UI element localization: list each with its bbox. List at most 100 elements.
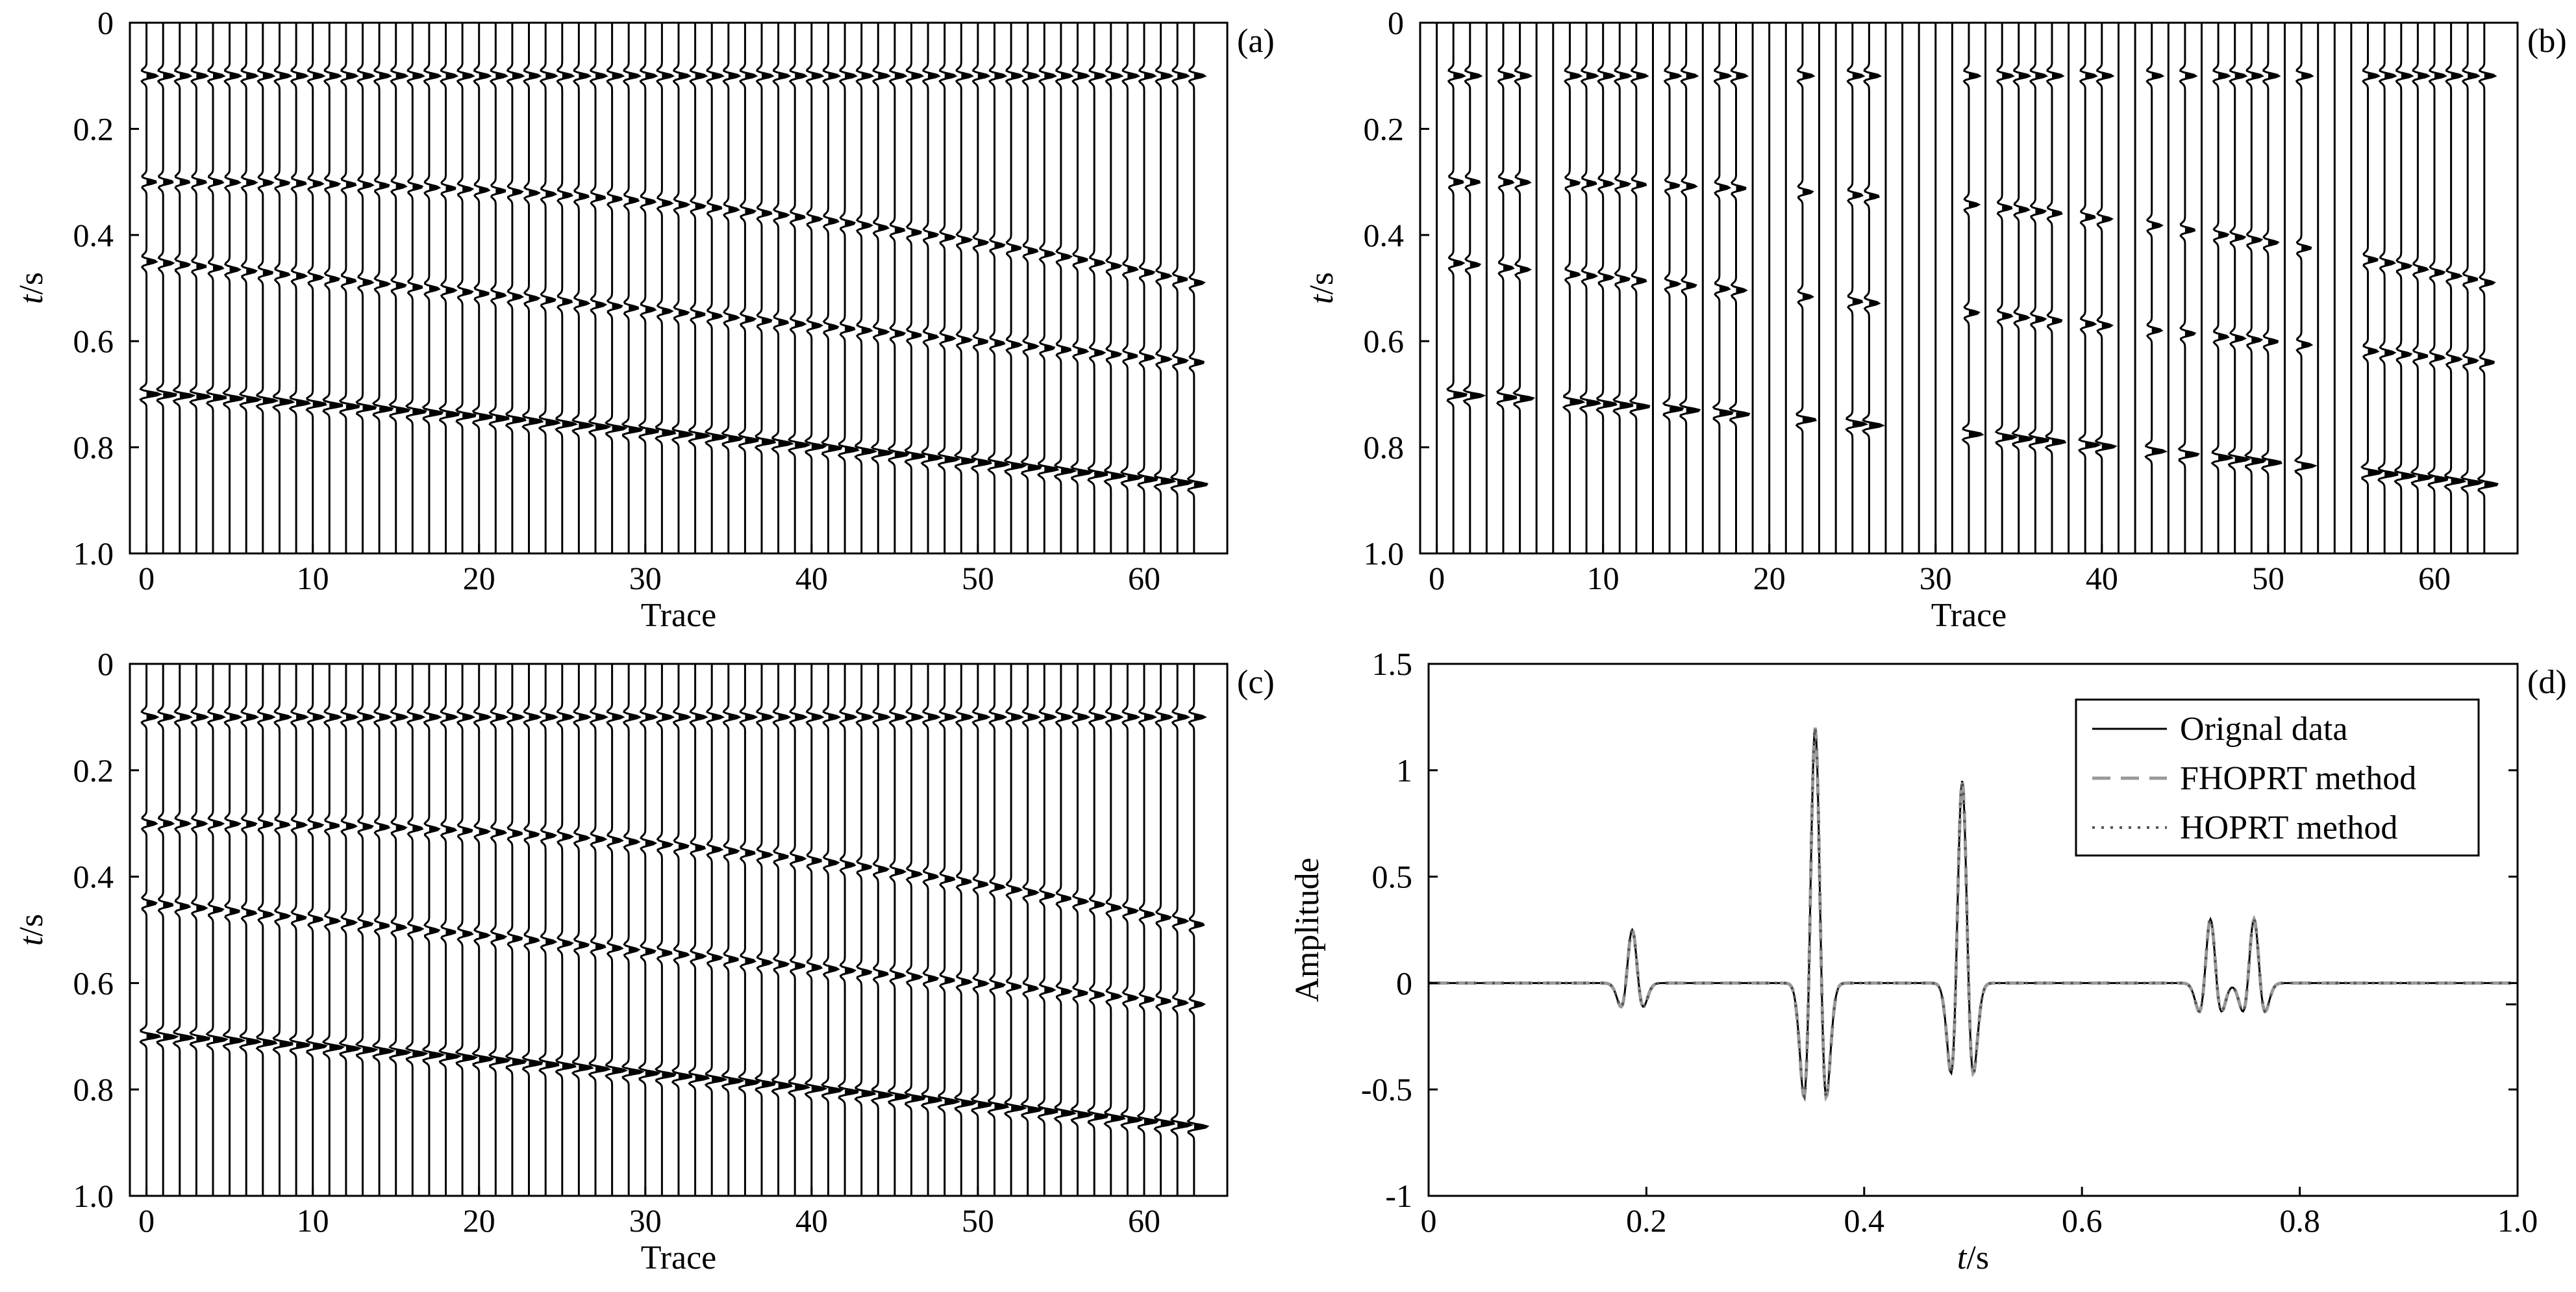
legend-label: Orignal data <box>2180 711 2347 748</box>
trace-line <box>538 664 560 1195</box>
trace-fill <box>811 73 825 450</box>
trace-fill <box>961 715 975 1107</box>
trace-line <box>854 23 878 553</box>
trace-fill <box>1603 73 1616 407</box>
trace-fill <box>762 715 775 1087</box>
x-tick-label: 50 <box>962 560 994 596</box>
trace-line <box>2360 23 2384 553</box>
trace-fill <box>362 73 376 411</box>
trace-line <box>421 664 445 1195</box>
trace-line <box>671 23 694 553</box>
trace-fill <box>778 73 792 448</box>
trace-fill <box>579 73 593 429</box>
trace-fill <box>1094 715 1108 1120</box>
trace-fill <box>2368 73 2381 476</box>
trace-fill <box>1469 73 1484 399</box>
trace-fill <box>1686 73 1699 414</box>
trace-fill <box>213 73 226 401</box>
trace-line <box>2028 23 2050 553</box>
trace-line <box>804 664 828 1195</box>
trace-fill <box>579 715 592 1072</box>
trace-fill <box>2002 73 2016 441</box>
y-tick-label: 0 <box>1388 5 1404 41</box>
trace-line <box>737 664 761 1195</box>
trace-line <box>970 664 992 1195</box>
trace-line <box>588 664 612 1195</box>
trace-line <box>322 23 344 553</box>
trace-line <box>1020 664 1044 1195</box>
trace-line <box>1103 23 1127 553</box>
trace-fill <box>994 73 1008 468</box>
trace-fill <box>146 715 160 1041</box>
x-tick-label: 1.0 <box>2497 1202 2538 1239</box>
y-tick-label: 0.5 <box>1372 859 1413 895</box>
trace-fill <box>745 715 758 1086</box>
trace-line <box>1020 23 1043 553</box>
trace-line <box>2294 23 2318 553</box>
trace-fill <box>1669 73 1683 412</box>
trace-fill <box>262 715 276 1047</box>
trace-line <box>837 23 860 553</box>
trace-fill <box>2101 73 2116 450</box>
trace-fill <box>2418 73 2431 481</box>
legend: Orignal data FHOPRT method HOPRT method <box>2075 698 2480 857</box>
trace-line <box>421 23 444 553</box>
trace-fill <box>2234 73 2249 463</box>
trace-fill <box>512 73 525 423</box>
trace-line <box>505 23 527 553</box>
trace-fill <box>894 715 908 1100</box>
x-tick-label: 10 <box>297 1202 329 1239</box>
trace-fill <box>179 715 194 1042</box>
trace-line <box>455 664 479 1195</box>
trace-line <box>1994 23 2018 553</box>
x-tick-label: 30 <box>629 560 662 596</box>
trace-line <box>704 664 728 1195</box>
trace-line <box>2078 23 2102 553</box>
trace-line <box>2177 23 2200 553</box>
y-tick-label: 0.2 <box>73 752 114 789</box>
trace-fill <box>1077 715 1092 1119</box>
x-tick-label: 20 <box>463 1202 495 1239</box>
x-tick-label: 30 <box>629 1202 662 1239</box>
trace-fill <box>878 73 892 457</box>
trace-line <box>305 23 327 553</box>
trace-fill <box>495 715 509 1064</box>
trace-line <box>405 664 429 1195</box>
trace-line <box>271 23 295 553</box>
trace-fill <box>2052 73 2065 445</box>
trace-line <box>189 664 210 1195</box>
trace-fill <box>146 73 160 398</box>
trace-line <box>371 23 394 553</box>
trace-line <box>721 664 745 1195</box>
trace-line <box>1070 23 1094 553</box>
x-tick-label: 50 <box>2252 560 2284 596</box>
trace-fill <box>429 73 442 416</box>
trace-fill <box>845 73 858 454</box>
trace-fill <box>662 73 675 436</box>
x-axis-label: Trace <box>641 597 717 634</box>
trace-fill <box>695 715 708 1082</box>
trace-fill <box>595 73 609 431</box>
trace-fill <box>1586 73 1600 407</box>
trace-fill <box>312 73 326 407</box>
trace-line <box>588 23 612 553</box>
x-tick-label: 0.8 <box>2279 1202 2320 1239</box>
trace-fill <box>2384 73 2397 477</box>
trace-line <box>1153 23 1177 553</box>
trace-fill <box>944 715 958 1106</box>
trace-fill <box>928 715 942 1104</box>
trace-line <box>2260 23 2282 553</box>
trace-line <box>438 23 460 553</box>
trace-line <box>1462 23 1486 553</box>
x-tick-label: 10 <box>1587 560 1619 596</box>
trace-fill <box>163 73 176 398</box>
trace-line <box>1136 23 1158 553</box>
trace-line <box>505 664 527 1195</box>
x-tick-label: 0 <box>138 560 155 596</box>
trace-fill <box>2151 73 2166 455</box>
trace-line <box>854 664 877 1195</box>
x-tick-label: 40 <box>795 560 828 596</box>
trace-fill <box>795 715 808 1091</box>
trace-line <box>272 664 294 1195</box>
